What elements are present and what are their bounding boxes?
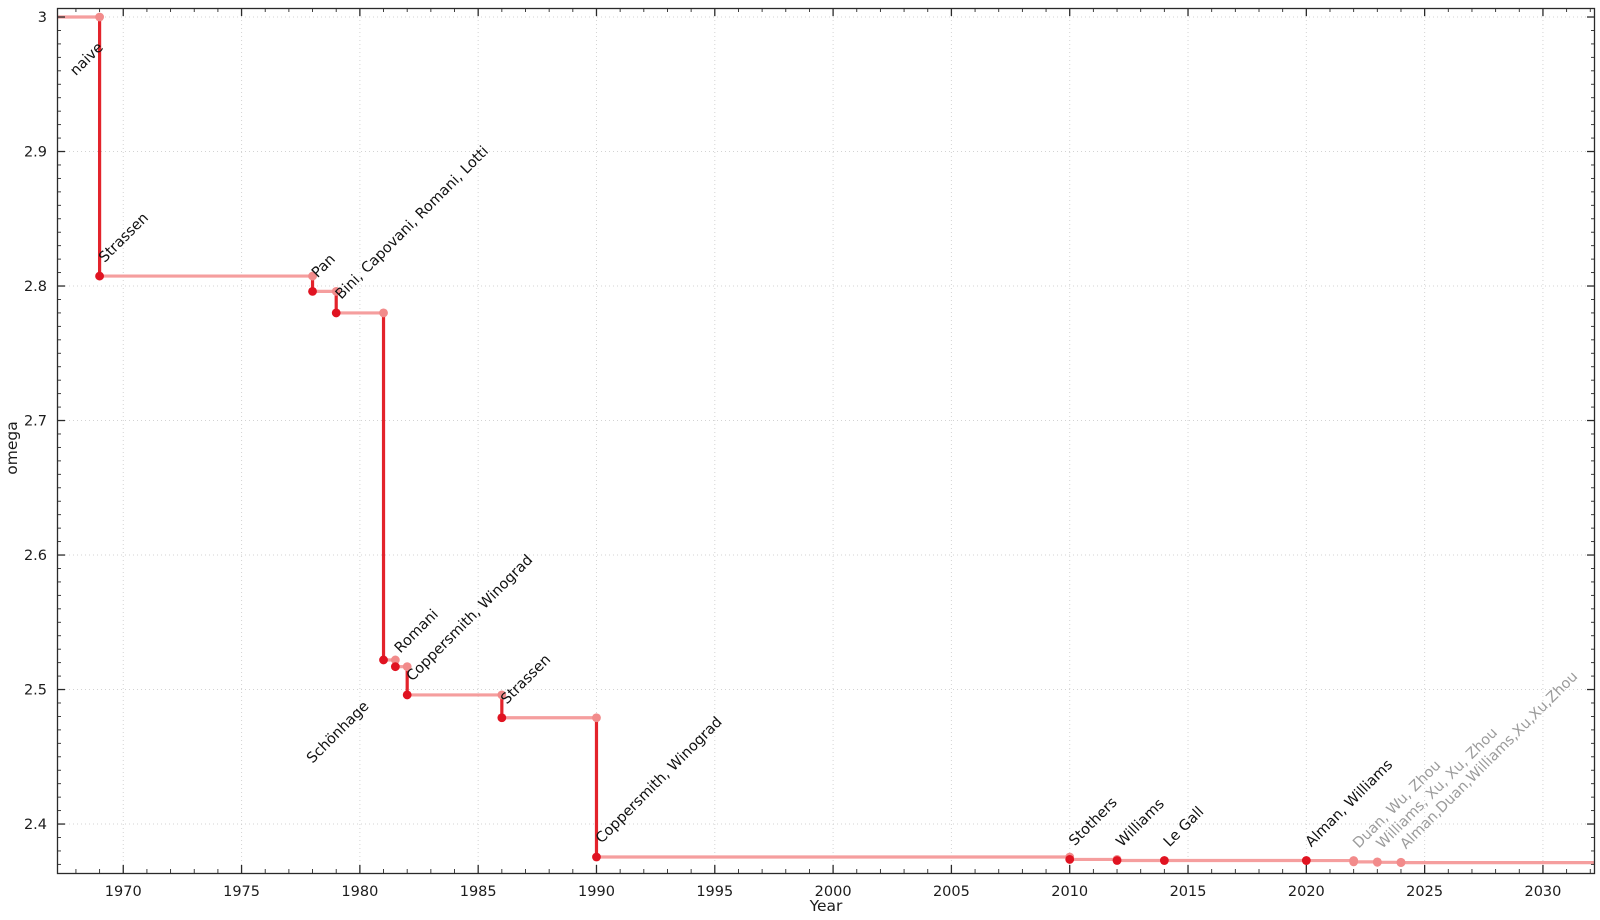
y-tick-label: 2.8 (24, 279, 47, 295)
x-tick-label: 1980 (341, 884, 378, 900)
step-corner-marker (331, 287, 341, 296)
data-point-marker (95, 271, 104, 281)
data-point-marker (1396, 858, 1406, 867)
x-tick-label: 1975 (223, 884, 260, 900)
x-tick-label: 1985 (460, 884, 497, 900)
step-corner-marker (497, 690, 507, 700)
x-tick-label: 2010 (1051, 884, 1088, 900)
step-corner-marker (379, 308, 388, 318)
point-annotation: Strassen (498, 652, 554, 708)
data-point-marker (402, 690, 412, 700)
point-annotation: Schönhage (304, 698, 372, 766)
x-tick-label: 2025 (1406, 884, 1443, 900)
data-point-marker (1301, 856, 1311, 865)
data-point-marker (331, 308, 341, 318)
x-tick-label: 2000 (815, 884, 852, 900)
data-point-marker (308, 287, 317, 296)
y-tick-label: 2.6 (24, 548, 47, 564)
data-point-marker (1372, 857, 1382, 867)
point-annotation: Le Gall (1161, 804, 1207, 850)
data-point-marker (1065, 855, 1075, 864)
x-tick-label: 1995 (696, 884, 733, 900)
point-annotation: Stothers (1066, 795, 1121, 850)
y-tick-label: 2.9 (24, 145, 47, 161)
step-series (57, 12, 1595, 867)
data-point-marker (390, 662, 400, 672)
data-point-marker (1159, 856, 1169, 865)
tick-layer (57, 8, 1595, 873)
x-tick-label: 1970 (105, 884, 142, 900)
tick-label-layer: 1970 1975 1980 1985 1990 1995 2000 2005 2010 2015… (24, 10, 1561, 900)
step-corner-marker (95, 12, 104, 22)
data-point-marker (592, 852, 601, 862)
point-annotation: Bini, Capovani, Romani, Lotti (333, 143, 492, 302)
y-tick-label: 3 (38, 10, 47, 26)
y-tick-label: 2.4 (24, 817, 47, 833)
x-tick-label: 2030 (1524, 884, 1561, 900)
y-tick-label: 2.5 (24, 683, 47, 699)
data-point-marker (1349, 857, 1359, 867)
x-axis-title: Year (809, 897, 843, 915)
data-point-marker (497, 713, 507, 723)
y-tick-label: 2.7 (24, 414, 47, 430)
grid-layer (57, 8, 1595, 873)
x-tick-label: 2015 (1170, 884, 1207, 900)
x-tick-label: 2005 (933, 884, 970, 900)
step-corner-marker (592, 713, 601, 723)
step-corner-marker (308, 271, 317, 281)
point-annotation: Williams, Xu, Xu, Zhou (1374, 725, 1501, 852)
data-point-marker (1112, 856, 1122, 865)
y-axis-title: omega (3, 421, 21, 474)
step-corner-marker (390, 655, 400, 665)
step-corner-marker (402, 662, 412, 672)
point-annotation: Williams (1114, 796, 1168, 850)
plot-border (56, 7, 1596, 875)
point-annotation: Strassen (96, 210, 152, 266)
x-tick-label: 2020 (1288, 884, 1325, 900)
data-point-marker (379, 655, 388, 665)
point-annotation: Coppersmith, Winograd (593, 714, 726, 847)
x-tick-label: 1990 (578, 884, 615, 900)
